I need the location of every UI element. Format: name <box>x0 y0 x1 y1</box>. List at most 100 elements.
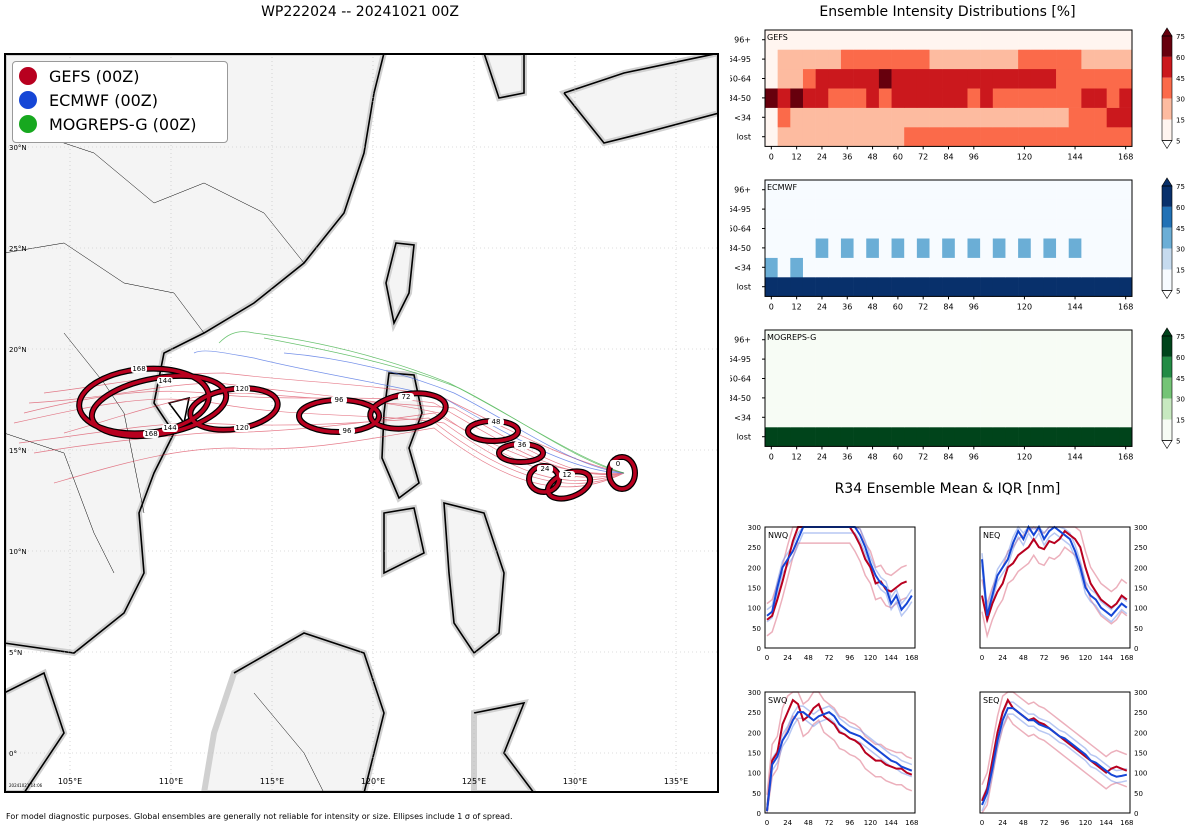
heatmap-cell <box>853 180 867 200</box>
y-tick-label: 200 <box>748 564 761 572</box>
lat-label: 30°N <box>9 144 27 152</box>
heatmap-cell <box>1018 68 1032 89</box>
heatmap-cell <box>992 349 1006 370</box>
quadrant-label: SWQ <box>768 696 787 705</box>
heatmap-cell <box>1106 30 1120 50</box>
r34-panel-nwq: NWQ 0 50 100 150 200 250 300 0 24 48 72 96 120 144 168 <box>748 524 919 662</box>
heatmap-cell <box>1119 68 1133 89</box>
heatmap-cell <box>992 427 1006 447</box>
y-tick-label: 100 <box>1134 770 1147 778</box>
heatmap-cell <box>765 257 778 278</box>
heatmap-cell <box>967 388 981 408</box>
heatmap-cell <box>1030 68 1044 89</box>
x-tick-label: 168 <box>905 654 918 662</box>
heatmap-cell <box>765 218 778 239</box>
heatmap-cell <box>802 330 816 350</box>
heatmap-cell <box>954 257 968 278</box>
y-tick-label: 200 <box>748 729 761 737</box>
heatmap-cell <box>1030 349 1044 370</box>
heatmap-cell <box>765 388 778 408</box>
heatmap-cell <box>992 368 1006 389</box>
heatmap-cell <box>853 407 867 428</box>
colorbar-tick: 45 <box>1176 225 1185 233</box>
heatmap-cell <box>1043 257 1057 278</box>
heatmap-cell <box>765 238 778 258</box>
heatmap-cell <box>1018 277 1032 297</box>
heatmap-cell <box>1030 277 1044 297</box>
heatmap-cell <box>1068 349 1082 370</box>
y-tick-label: 50 <box>752 790 761 798</box>
heatmap-cell <box>866 349 880 370</box>
track-map: 0 12 24 36 48 72 96 96 120 120 144 144 168 168 30°N 25… <box>4 53 719 793</box>
heatmap-cell <box>853 349 867 370</box>
heatmap-cell <box>942 388 956 408</box>
lon-label: 105°E <box>58 777 82 786</box>
row-label: 34-50 <box>730 244 751 253</box>
heatmap-cell <box>866 180 880 200</box>
panel-name: ECMWF <box>767 183 797 192</box>
y-tick-label: 200 <box>1134 564 1147 572</box>
heatmap-cell <box>790 107 804 128</box>
heatmap-cell <box>815 30 829 50</box>
heatmap-cell <box>929 330 943 350</box>
heatmap-cell <box>1119 349 1133 370</box>
heatmap-cell <box>802 30 816 50</box>
heatmap-cell <box>891 180 905 200</box>
heatmap-cell <box>777 88 791 108</box>
heatmap-cell <box>992 199 1006 220</box>
heatmap-cell <box>815 257 829 278</box>
y-tick-label: 200 <box>1134 729 1147 737</box>
heatmap-cell <box>828 127 842 147</box>
heatmap-cell <box>866 277 880 297</box>
y-tick-label: 50 <box>752 625 761 633</box>
heatmap-cell <box>980 107 994 128</box>
heatmap-cell <box>777 49 791 70</box>
heatmap-cell <box>1005 238 1019 258</box>
heatmap-cell <box>942 257 956 278</box>
ellipse-label-text: 48 <box>492 418 501 426</box>
x-tick-label: 48 <box>1019 654 1028 662</box>
heatmap-cell <box>954 68 968 89</box>
row-label: lost <box>737 283 751 292</box>
heatmap-cell <box>1056 88 1070 108</box>
x-tick-label: 144 <box>884 819 898 827</box>
x-tick-label: 120 <box>1079 819 1092 827</box>
heatmap-cell <box>1119 49 1133 70</box>
heatmap-cell <box>840 107 854 128</box>
heatmap-cell <box>790 88 804 108</box>
heatmap-cell <box>840 199 854 220</box>
heatmap-cell <box>942 238 956 258</box>
heatmap-cell <box>1056 330 1070 350</box>
heatmap-gefs: 96+ 64-95 50-64 34-50 <34 lost 0 12 24 36 48 60 72 84… <box>730 29 1133 161</box>
heatmap-cell <box>1068 427 1082 447</box>
heatmap-cell <box>840 218 854 239</box>
heatmap-cell <box>853 68 867 89</box>
heatmap-cell <box>815 349 829 370</box>
x-tick-label: 48 <box>804 654 813 662</box>
heatmap-cell <box>840 49 854 70</box>
intensity-heatmaps: 96+ 64-95 50-64 34-50 <34 lost 0 12 24 36 48 60 72 84… <box>730 27 1185 460</box>
heatmap-cell <box>954 218 968 239</box>
latitude-labels: 30°N 25°N 20°N 15°N 10°N 5°N 0° <box>9 144 27 758</box>
heatmap-cell <box>1094 30 1107 50</box>
heatmap-cell <box>904 180 918 200</box>
heatmap-cell <box>967 127 981 147</box>
heatmap-cell <box>878 349 892 370</box>
heatmap-cell <box>1018 218 1032 239</box>
heatmap-cell <box>1068 257 1082 278</box>
heatmap-cell <box>878 30 892 50</box>
row-label: lost <box>737 433 751 442</box>
x-tick-label: 24 <box>817 452 827 460</box>
colorbar-tick: 15 <box>1176 417 1185 425</box>
row-label: <34 <box>734 413 751 422</box>
heatmap-cell <box>1018 88 1032 108</box>
heatmap-cell <box>992 238 1006 258</box>
heatmap-cell <box>765 127 778 147</box>
heatmap-cell <box>1106 330 1120 350</box>
heatmap-cell <box>954 330 968 350</box>
heatmap-cell <box>853 107 867 128</box>
heatmap-cell <box>866 238 880 258</box>
heatmap-cell <box>1081 107 1095 128</box>
series-line <box>981 707 1128 806</box>
y-tick-label: 150 <box>748 750 761 758</box>
